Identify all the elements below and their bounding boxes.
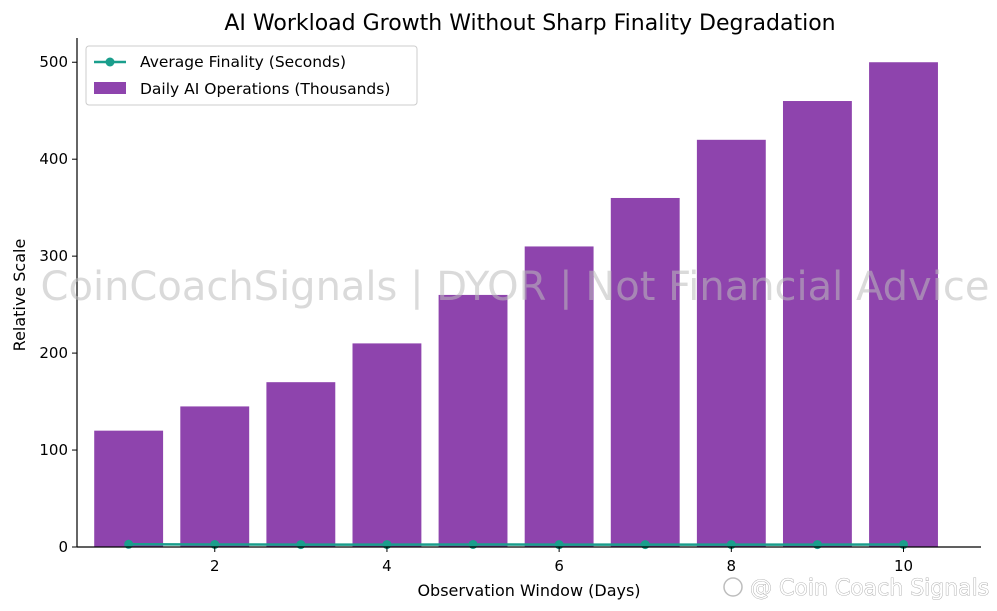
bar-day-7 <box>610 197 680 547</box>
corner-watermark: @ Coin Coach Signals <box>723 576 990 601</box>
bar-day-10 <box>869 62 938 547</box>
x-tick-label-8: 8 <box>727 557 737 575</box>
bar-day-3 <box>266 382 336 547</box>
corner-watermark-text: @ Coin Coach Signals <box>750 576 989 601</box>
legend-label-operations: Daily AI Operations (Thousands) <box>140 80 390 98</box>
x-tick-label-2: 2 <box>210 557 220 575</box>
finality-point-day-7 <box>640 540 650 550</box>
y-tick-label-500: 500 <box>39 53 68 71</box>
bar-day-5 <box>438 294 508 547</box>
y-tick-label-200: 200 <box>39 344 68 362</box>
y-tick-label-300: 300 <box>39 247 68 265</box>
legend-box <box>85 45 418 106</box>
watermark-text: CoinCoachSignals | DYOR | Not Financial … <box>41 264 990 310</box>
watermark-logo-icon <box>723 577 743 597</box>
bar-day-1 <box>94 430 164 547</box>
finality-point-day-3 <box>296 540 306 550</box>
legend-bar-swatch <box>94 82 126 94</box>
legend: Average Finality (Seconds) Daily AI Opera… <box>85 45 418 106</box>
y-tick-label-0: 0 <box>58 538 68 556</box>
bar-series <box>94 62 938 548</box>
x-tick-label-4: 4 <box>382 557 392 575</box>
finality-point-day-9 <box>812 540 822 550</box>
axes <box>76 38 981 548</box>
x-tick-label-10: 10 <box>894 557 913 575</box>
x-tick-label-6: 6 <box>554 557 564 575</box>
x-axis-label: Observation Window (Days) <box>417 581 640 600</box>
legend-line-marker <box>105 57 115 67</box>
y-axis-label: Relative Scale <box>10 239 29 352</box>
y-tick-label-100: 100 <box>39 441 68 459</box>
y-tick-label-400: 400 <box>39 150 68 168</box>
bar-day-6 <box>524 246 594 547</box>
bar-day-8 <box>696 139 766 548</box>
legend-label-finality: Average Finality (Seconds) <box>140 53 346 71</box>
bar-day-9 <box>782 101 852 548</box>
finality-point-day-5 <box>468 539 478 549</box>
bar-day-2 <box>180 406 250 547</box>
bar-day-4 <box>352 343 422 547</box>
chart-title: AI Workload Growth Without Sharp Finalit… <box>224 11 835 36</box>
